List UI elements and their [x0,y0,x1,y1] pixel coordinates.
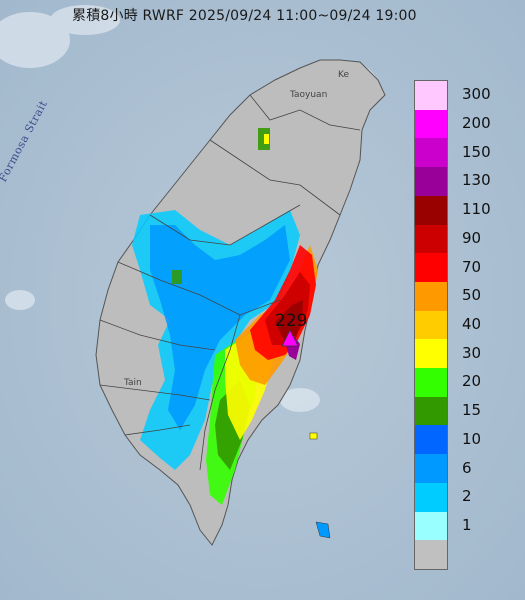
rain-north-spot-2 [264,134,269,144]
legend-swatch [415,540,447,569]
color-legend [414,80,448,570]
legend-swatch [415,138,447,168]
legend-swatch [415,368,447,397]
legend-label: 150 [462,142,491,161]
legend-swatch [415,454,447,483]
legend-label: 6 [462,458,472,477]
legend-swatch [415,253,447,282]
map-title: 累積8小時 RWRF 2025/09/24 11:00~09/24 19:00 [72,8,417,24]
legend-swatch [415,482,447,512]
legend-swatch [415,195,447,225]
legend-label: 70 [462,257,482,276]
legend-label: 40 [462,315,482,333]
legend-label: 20 [462,372,482,391]
legend-label: 110 [462,200,491,219]
taoyuan-label: Taoyuan [290,90,328,100]
legend-swatch [415,224,447,254]
legend-label: 15 [462,401,482,420]
legend-label: 200 [462,114,491,133]
green-island [309,432,318,440]
max-rainfall-value: 229 [275,311,308,331]
legend-label: 10 [462,429,482,448]
legend-swatch [415,81,447,110]
rain-central-spot [172,270,182,284]
tainan-label: Tain [124,378,142,388]
max-marker-triangle [281,329,299,347]
legend-label: 300 [462,85,491,104]
keelung-label: Ke [338,70,349,80]
rain-maroon [275,300,303,340]
legend-label: 2 [462,487,472,506]
legend-swatch [415,425,447,455]
legend-label: 130 [462,171,491,190]
county-boundaries [99,94,361,471]
legend-swatch [415,167,447,196]
legend-label: 30 [462,343,482,362]
legend-swatch [415,109,447,139]
orchid-island [315,521,331,539]
legend-swatch [415,511,447,541]
legend-swatch [415,310,447,340]
legend-label: 90 [462,228,482,247]
legend-label: 50 [462,286,482,305]
legend-label: 1 [462,515,472,534]
legend-swatch [415,339,447,369]
legend-swatch [415,281,447,311]
legend-swatch [415,396,447,426]
rain-blue [150,225,290,430]
